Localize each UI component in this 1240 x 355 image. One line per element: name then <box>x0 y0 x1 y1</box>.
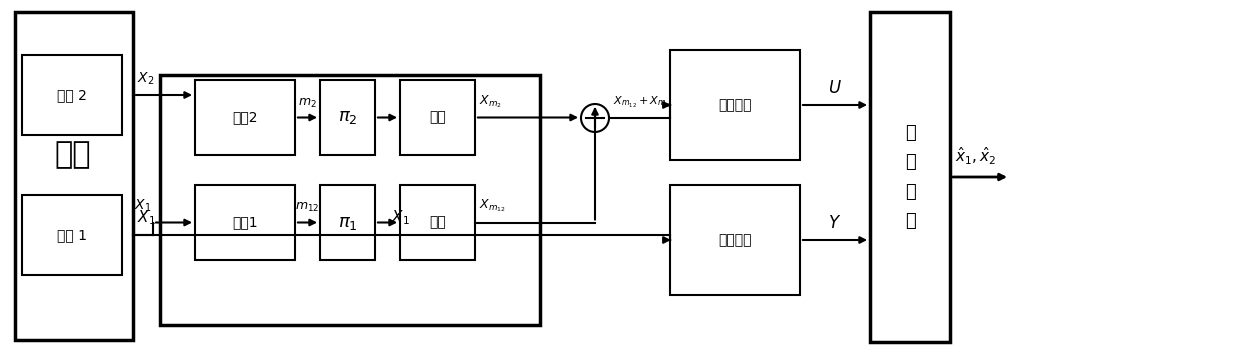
Text: 信源 1: 信源 1 <box>57 228 87 242</box>
Text: $m_{12}$: $m_{12}$ <box>295 201 320 214</box>
Bar <box>670 50 800 160</box>
Text: $\pi_1$: $\pi_1$ <box>337 213 357 231</box>
Text: $X_{m_2}$: $X_{m_2}$ <box>479 93 502 109</box>
Bar <box>320 80 374 155</box>
Text: $m_2$: $m_2$ <box>298 97 317 109</box>
Text: 编码1: 编码1 <box>232 215 258 229</box>
Text: 联
合
译
码: 联 合 译 码 <box>905 124 915 230</box>
Bar <box>22 55 122 135</box>
Text: $X_{m_{12}}$: $X_{m_{12}}$ <box>479 198 506 214</box>
Text: 实际信道: 实际信道 <box>718 98 751 112</box>
Bar <box>195 80 295 155</box>
Bar <box>22 195 122 275</box>
Text: 调制: 调制 <box>429 215 446 229</box>
Bar <box>401 80 475 155</box>
Text: $\hat{x}_1, \hat{x}_2$: $\hat{x}_1, \hat{x}_2$ <box>955 146 997 167</box>
Text: $X_1$: $X_1$ <box>391 208 409 227</box>
Text: 信源: 信源 <box>55 141 92 169</box>
Text: $\pi_2$: $\pi_2$ <box>337 109 357 126</box>
Text: $U$: $U$ <box>828 79 842 97</box>
Bar <box>195 185 295 260</box>
Text: $X_{m_{12}}+X_{m_2}$: $X_{m_{12}}+X_{m_2}$ <box>613 95 670 110</box>
Bar <box>15 12 133 340</box>
Text: 调制: 调制 <box>429 110 446 125</box>
Bar <box>320 185 374 260</box>
Bar <box>670 185 800 295</box>
Bar <box>160 75 539 325</box>
Text: $X_1$: $X_1$ <box>136 208 156 227</box>
Bar <box>401 185 475 260</box>
Text: $X_1$: $X_1$ <box>134 198 151 214</box>
Text: 信源 2: 信源 2 <box>57 88 87 102</box>
Text: 关联信道: 关联信道 <box>718 233 751 247</box>
Circle shape <box>582 104 609 132</box>
Bar <box>870 12 950 342</box>
Text: 编码2: 编码2 <box>232 110 258 125</box>
Text: $Y$: $Y$ <box>828 214 842 232</box>
Text: $X_2$: $X_2$ <box>136 71 154 87</box>
